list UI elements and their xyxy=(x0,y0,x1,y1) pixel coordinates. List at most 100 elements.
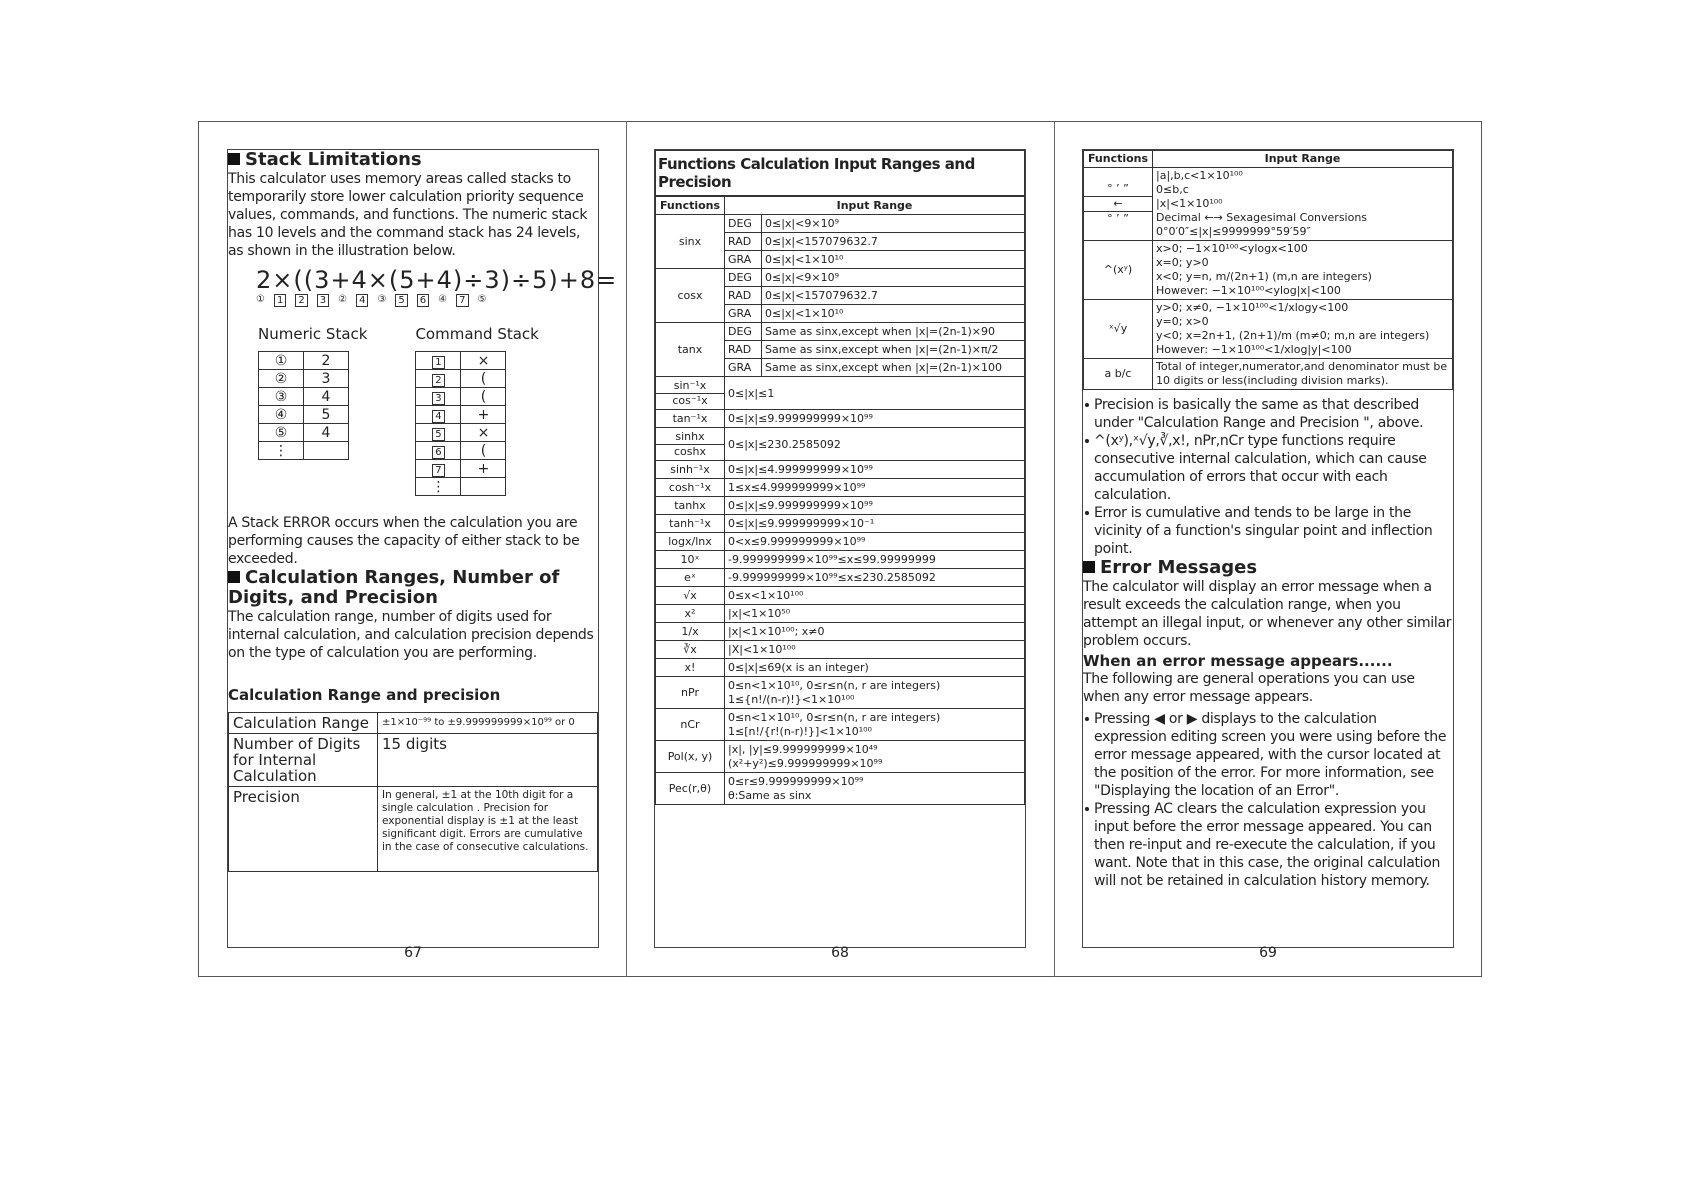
function-row: sinh⁻¹x 0≤|x|≤4.999999999×10⁹⁹ xyxy=(655,460,1025,479)
bullet-item: Pressing AC clears the calculation expre… xyxy=(1083,800,1453,890)
section-heading: Stack Limitations xyxy=(228,150,598,170)
stack-text: 4 xyxy=(321,388,331,405)
stack-text: 3 xyxy=(321,370,331,387)
stack-row: ⋮ xyxy=(258,441,349,460)
function-row: nPr 0≤n<1×10¹⁰, 0≤r≤n(n, r are integers) 1… xyxy=(655,676,1025,709)
function-row: tan⁻¹x 0≤|x|≤9.999999999×10⁹⁹ xyxy=(655,409,1025,428)
command-stack-title: Command Stack xyxy=(415,325,539,343)
function-cell: nPr xyxy=(655,676,725,709)
range-cell: 0≤x<1×10¹⁰⁰ xyxy=(724,586,1025,605)
stack-text: 1 xyxy=(432,355,445,369)
stack-text: ④ xyxy=(274,406,288,423)
range-line: |x|<1×10¹⁰⁰ xyxy=(1156,197,1223,210)
function-row: tanh⁻¹x 0≤|x|≤9.999999999×10⁻¹ xyxy=(655,514,1025,533)
stack-text: 2 xyxy=(432,373,445,387)
function-name: a b/c xyxy=(1104,367,1132,380)
range-line: -9.999999999×10⁹⁹≤x≤99.99999999 xyxy=(728,553,936,566)
bullet-dot xyxy=(1085,717,1089,721)
function-name: x² xyxy=(684,607,696,620)
function-row: GRA 0≤|x|<1×10¹⁰ xyxy=(656,250,1025,269)
bullet-item: Error is cumulative and tends to be larg… xyxy=(1083,504,1453,558)
function-cell: cosx xyxy=(655,268,725,323)
function-row: RAD 0≤|x|<157079632.7 xyxy=(656,286,1025,305)
function-cell: sin⁻¹x cos⁻¹x xyxy=(655,376,725,410)
range-cell: |x|<1×10⁵⁰ xyxy=(724,604,1025,623)
paragraph: A Stack ERROR occurs when the calculatio… xyxy=(228,515,580,567)
range-line: -9.999999999×10⁹⁹≤x≤230.2585092 xyxy=(728,571,936,584)
function-cell: tanx xyxy=(655,322,725,377)
table-cell: Precision xyxy=(228,786,378,872)
stack-cell: ④ xyxy=(258,405,304,424)
function-cell: x² xyxy=(655,604,725,623)
function-row: Pol(x, y) |x|, |y|≤9.999999999×10⁴⁹ (x²+y²… xyxy=(655,740,1025,773)
stack-cell: 1 xyxy=(415,351,462,370)
header-cell: Functions xyxy=(655,196,725,215)
mode-cell: RAD xyxy=(724,232,762,251)
function-cell: logx/lnx xyxy=(655,532,725,551)
function-name: sinhx xyxy=(675,430,705,443)
bullet-dot xyxy=(1085,511,1089,515)
function-row: eˣ -9.999999999×10⁹⁹≤x≤230.2585092 xyxy=(655,568,1025,587)
range-line: y>0; x≠0, −1×10¹⁰⁰<1/xlogy<100 xyxy=(1156,301,1349,314)
function-cell: tanhx xyxy=(655,496,725,515)
function-cell: Pec(r,θ) xyxy=(655,772,725,805)
header-cell: Input Range xyxy=(1152,150,1453,168)
stack-text: ② xyxy=(274,370,288,387)
bullet-text: Pressing ◀ or ▶ displays to the calculat… xyxy=(1094,711,1447,799)
range-line: 0≤|x|≤1 xyxy=(728,386,775,400)
function-name: ^(xʸ) xyxy=(1103,263,1133,276)
stack-cell: 3 xyxy=(303,369,349,388)
page-content: Stack Limitations This calculator uses me… xyxy=(228,150,616,872)
stack-text: ⋮ xyxy=(431,478,446,495)
function-cell: eˣ xyxy=(655,568,725,587)
range-cell: 0≤n<1×10¹⁰, 0≤r≤n(n, r are integers) 1≤[n… xyxy=(724,708,1025,741)
stack-text: × xyxy=(477,424,490,441)
function-name: Pol(x, y) xyxy=(667,750,713,763)
function-table: Functions Input Range sinx DEG 0≤|x|<9×10⁹ RA… xyxy=(655,196,1025,805)
stack-text: ⋮ xyxy=(274,442,288,459)
stack-cell: 2 xyxy=(303,351,349,370)
heading-marker xyxy=(228,571,240,583)
stack-text: 4 xyxy=(432,409,445,423)
range-cell: y>0; x≠0, −1×10¹⁰⁰<1/xlogy<100 y=0; x>0 y<… xyxy=(1152,299,1453,359)
paragraph: This calculator uses memory areas called… xyxy=(228,171,588,259)
range-line: |x|<1×10¹⁰⁰; x≠0 xyxy=(728,625,825,638)
function-cell: Pol(x, y) xyxy=(655,740,725,773)
range-cell: 0≤|x|<157079632.7 xyxy=(761,286,1025,305)
function-name: nPr xyxy=(681,686,699,699)
heading-text: Error Messages xyxy=(1100,557,1258,578)
page-number: 68 xyxy=(831,945,849,961)
range-cell: 0≤|x|≤69(x is an integer) xyxy=(724,658,1025,677)
stack-row: 6( xyxy=(415,441,507,460)
function-name: tanhx xyxy=(674,499,706,512)
table-row: Precision In general, ±1 at the 10th digi… xyxy=(228,786,598,872)
range-cell: Same as sinx,except when |x|=(2n-1)×100 xyxy=(761,358,1025,377)
bullet-dot xyxy=(1085,439,1089,443)
bullet-list: Pressing ◀ or ▶ displays to the calculat… xyxy=(1083,710,1453,890)
function-row: x! 0≤|x|≤69(x is an integer) xyxy=(655,658,1025,677)
stack-cell: ① xyxy=(258,351,304,370)
function-cell: a b/c xyxy=(1083,358,1153,390)
bullet-list: Precision is basically the same as that … xyxy=(1083,396,1453,558)
illustration-label: 2 xyxy=(295,294,308,307)
stack-cell: 4 xyxy=(303,387,349,406)
mode-cell: RAD xyxy=(724,340,762,359)
stack-row: 4 + xyxy=(415,405,507,424)
paragraph: The calculation range, number of digits … xyxy=(228,609,594,661)
illustration-label: ③ xyxy=(377,294,387,305)
stack-cell: 5 xyxy=(415,423,462,442)
range-cell: 0≤|x|≤4.999999999×10⁹⁹ xyxy=(724,460,1025,479)
function-name: tanx xyxy=(677,343,703,356)
stack-cell xyxy=(460,477,507,496)
range-cell: 0≤|x|≤230.2585092 xyxy=(724,427,1025,461)
stack-cell: + xyxy=(460,405,507,424)
illustration-label: ⑤ xyxy=(477,294,487,305)
range-cell: -9.999999999×10⁹⁹≤x≤230.2585092 xyxy=(724,568,1025,587)
function-cell: sinhx coshx xyxy=(655,427,725,461)
range-line: Total of integer,numerator,and denominat… xyxy=(1156,360,1448,387)
function-row: 10ˣ -9.999999999×10⁹⁹≤x≤99.99999999 xyxy=(655,550,1025,569)
range-cell: 0≤|x|≤9.999999999×10⁹⁹ xyxy=(724,409,1025,428)
function-name: cosx xyxy=(677,289,703,302)
